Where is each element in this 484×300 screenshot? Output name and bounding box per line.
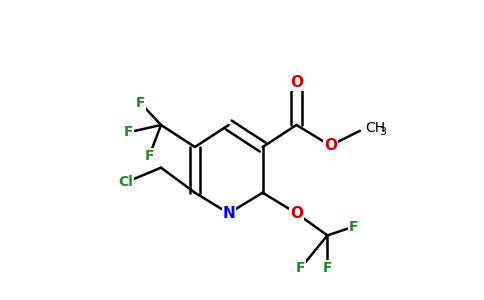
Text: O: O [290,75,303,90]
Text: F: F [323,261,332,275]
Text: F: F [296,261,305,275]
Text: F: F [145,149,154,163]
Text: O: O [290,206,303,221]
Text: N: N [222,206,235,221]
Text: O: O [324,138,337,153]
Text: CH: CH [366,121,386,135]
Text: Cl: Cl [118,176,133,189]
Text: F: F [124,125,134,139]
Text: F: F [136,96,145,110]
Text: F: F [349,220,359,234]
Text: 3: 3 [379,127,386,137]
